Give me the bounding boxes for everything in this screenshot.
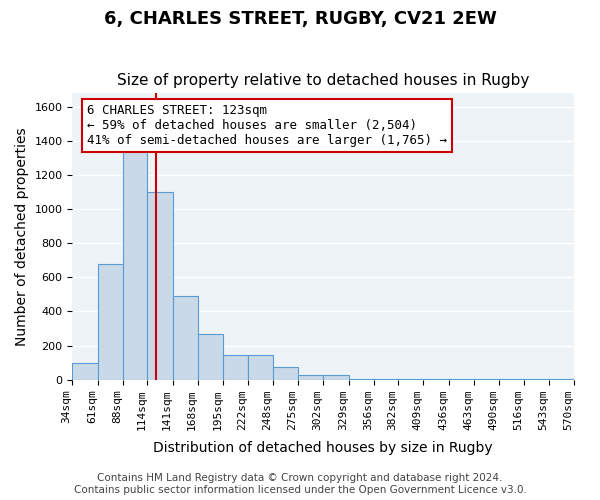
Bar — [248, 355, 273, 380]
X-axis label: Distribution of detached houses by size in Rugby: Distribution of detached houses by size … — [154, 441, 493, 455]
Bar — [198, 334, 223, 380]
Bar — [298, 374, 323, 380]
Bar — [474, 379, 499, 380]
Text: Contains HM Land Registry data © Crown copyright and database right 2024.
Contai: Contains HM Land Registry data © Crown c… — [74, 474, 526, 495]
Bar — [374, 379, 398, 380]
Bar — [223, 355, 248, 380]
Bar — [524, 379, 549, 380]
Y-axis label: Number of detached properties: Number of detached properties — [15, 127, 29, 346]
Bar — [73, 362, 98, 380]
Bar — [147, 192, 173, 380]
Bar — [499, 379, 524, 380]
Bar — [273, 367, 298, 380]
Bar — [549, 379, 574, 380]
Bar — [98, 264, 123, 380]
Bar — [173, 296, 198, 380]
Bar — [349, 379, 374, 380]
Bar — [449, 379, 474, 380]
Bar — [398, 379, 424, 380]
Text: 6 CHARLES STREET: 123sqm
← 59% of detached houses are smaller (2,504)
41% of sem: 6 CHARLES STREET: 123sqm ← 59% of detach… — [88, 104, 448, 147]
Title: Size of property relative to detached houses in Rugby: Size of property relative to detached ho… — [117, 73, 529, 88]
Bar — [123, 150, 147, 380]
Bar — [424, 379, 449, 380]
Text: 6, CHARLES STREET, RUGBY, CV21 2EW: 6, CHARLES STREET, RUGBY, CV21 2EW — [104, 10, 496, 28]
Bar — [323, 374, 349, 380]
